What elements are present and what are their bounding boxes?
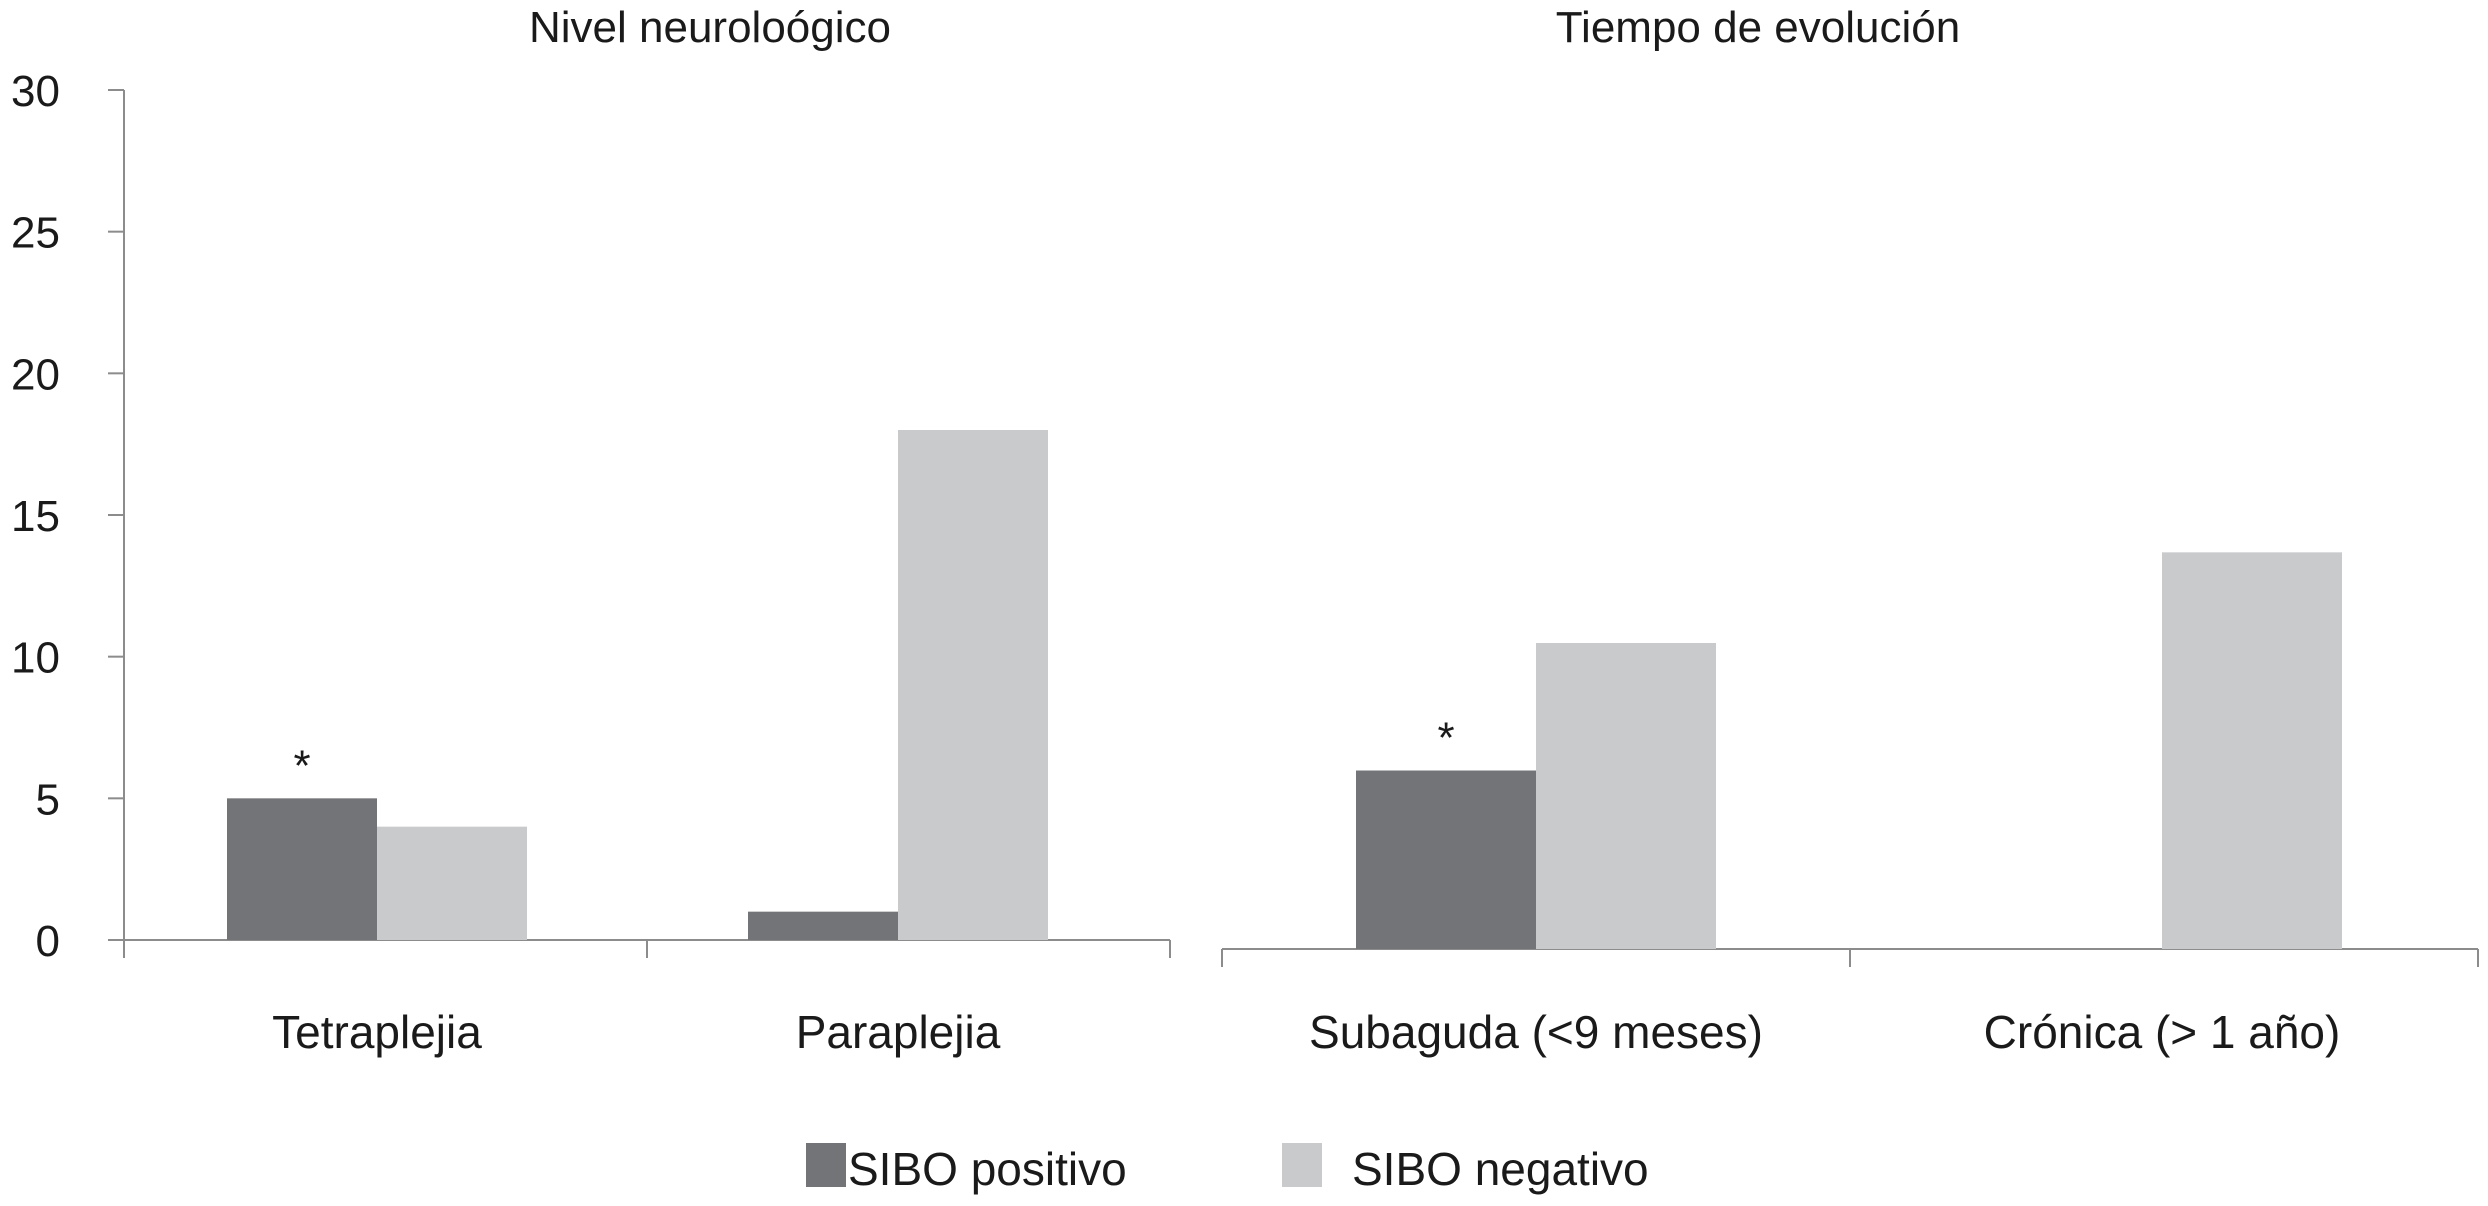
y-tick-label-15: 15 bbox=[11, 492, 60, 541]
y-tick-label-0: 0 bbox=[36, 917, 60, 966]
significance-annotation: * bbox=[1437, 714, 1454, 763]
y-tick-label-10: 10 bbox=[11, 634, 60, 683]
bar-sibo-positivo-tetraplejia bbox=[227, 798, 377, 940]
bar-sibo-positivo-paraplejia bbox=[748, 911, 898, 940]
bar-sibo-negativo-cr-nica-1-a-o bbox=[2162, 552, 2342, 949]
legend: SIBO positivo SIBO negativo bbox=[806, 1143, 1649, 1195]
bar-sibo-positivo-subaguda-9-meses bbox=[1356, 770, 1536, 949]
bar-sibo-negativo-subaguda-9-meses bbox=[1536, 643, 1716, 949]
chart-title-nivel: Nivel neuroloógico bbox=[529, 3, 891, 52]
x-category-label-paraplejia: Paraplejia bbox=[796, 1006, 1001, 1058]
y-tick-label-20: 20 bbox=[11, 350, 60, 399]
legend-label-sibo-negativo: SIBO negativo bbox=[1352, 1143, 1649, 1195]
y-tick-label-30: 30 bbox=[11, 67, 60, 116]
y-tick-label-5: 5 bbox=[36, 775, 60, 824]
x-category-label-cr-nica-1-a-o: Crónica (> 1 año) bbox=[1984, 1006, 2341, 1058]
bar-sibo-negativo-tetraplejia bbox=[377, 826, 527, 940]
x-category-label-tetraplejia: Tetraplejia bbox=[272, 1006, 482, 1058]
x-category-label-subaguda-9-meses: Subaguda (<9 meses) bbox=[1309, 1006, 1763, 1058]
bar-sibo-negativo-paraplejia bbox=[898, 430, 1048, 940]
panel-tiempo-evolucion: Tiempo de evolución Subaguda (<9 meses) C… bbox=[1221, 3, 2479, 1058]
chart-title-tiempo: Tiempo de evolución bbox=[1556, 3, 1960, 52]
legend-label-sibo-positivo: SIBO positivo bbox=[848, 1143, 1127, 1195]
panel-nivel-neurologico: Nivel neuroloógico 0 5 10 15 20 25 30 Tetraplej… bbox=[11, 3, 1171, 1058]
y-tick-label-25: 25 bbox=[11, 209, 60, 258]
legend-swatch-sibo-negativo bbox=[1282, 1143, 1322, 1187]
legend-swatch-sibo-positivo bbox=[806, 1143, 846, 1187]
significance-annotation: * bbox=[293, 741, 310, 790]
